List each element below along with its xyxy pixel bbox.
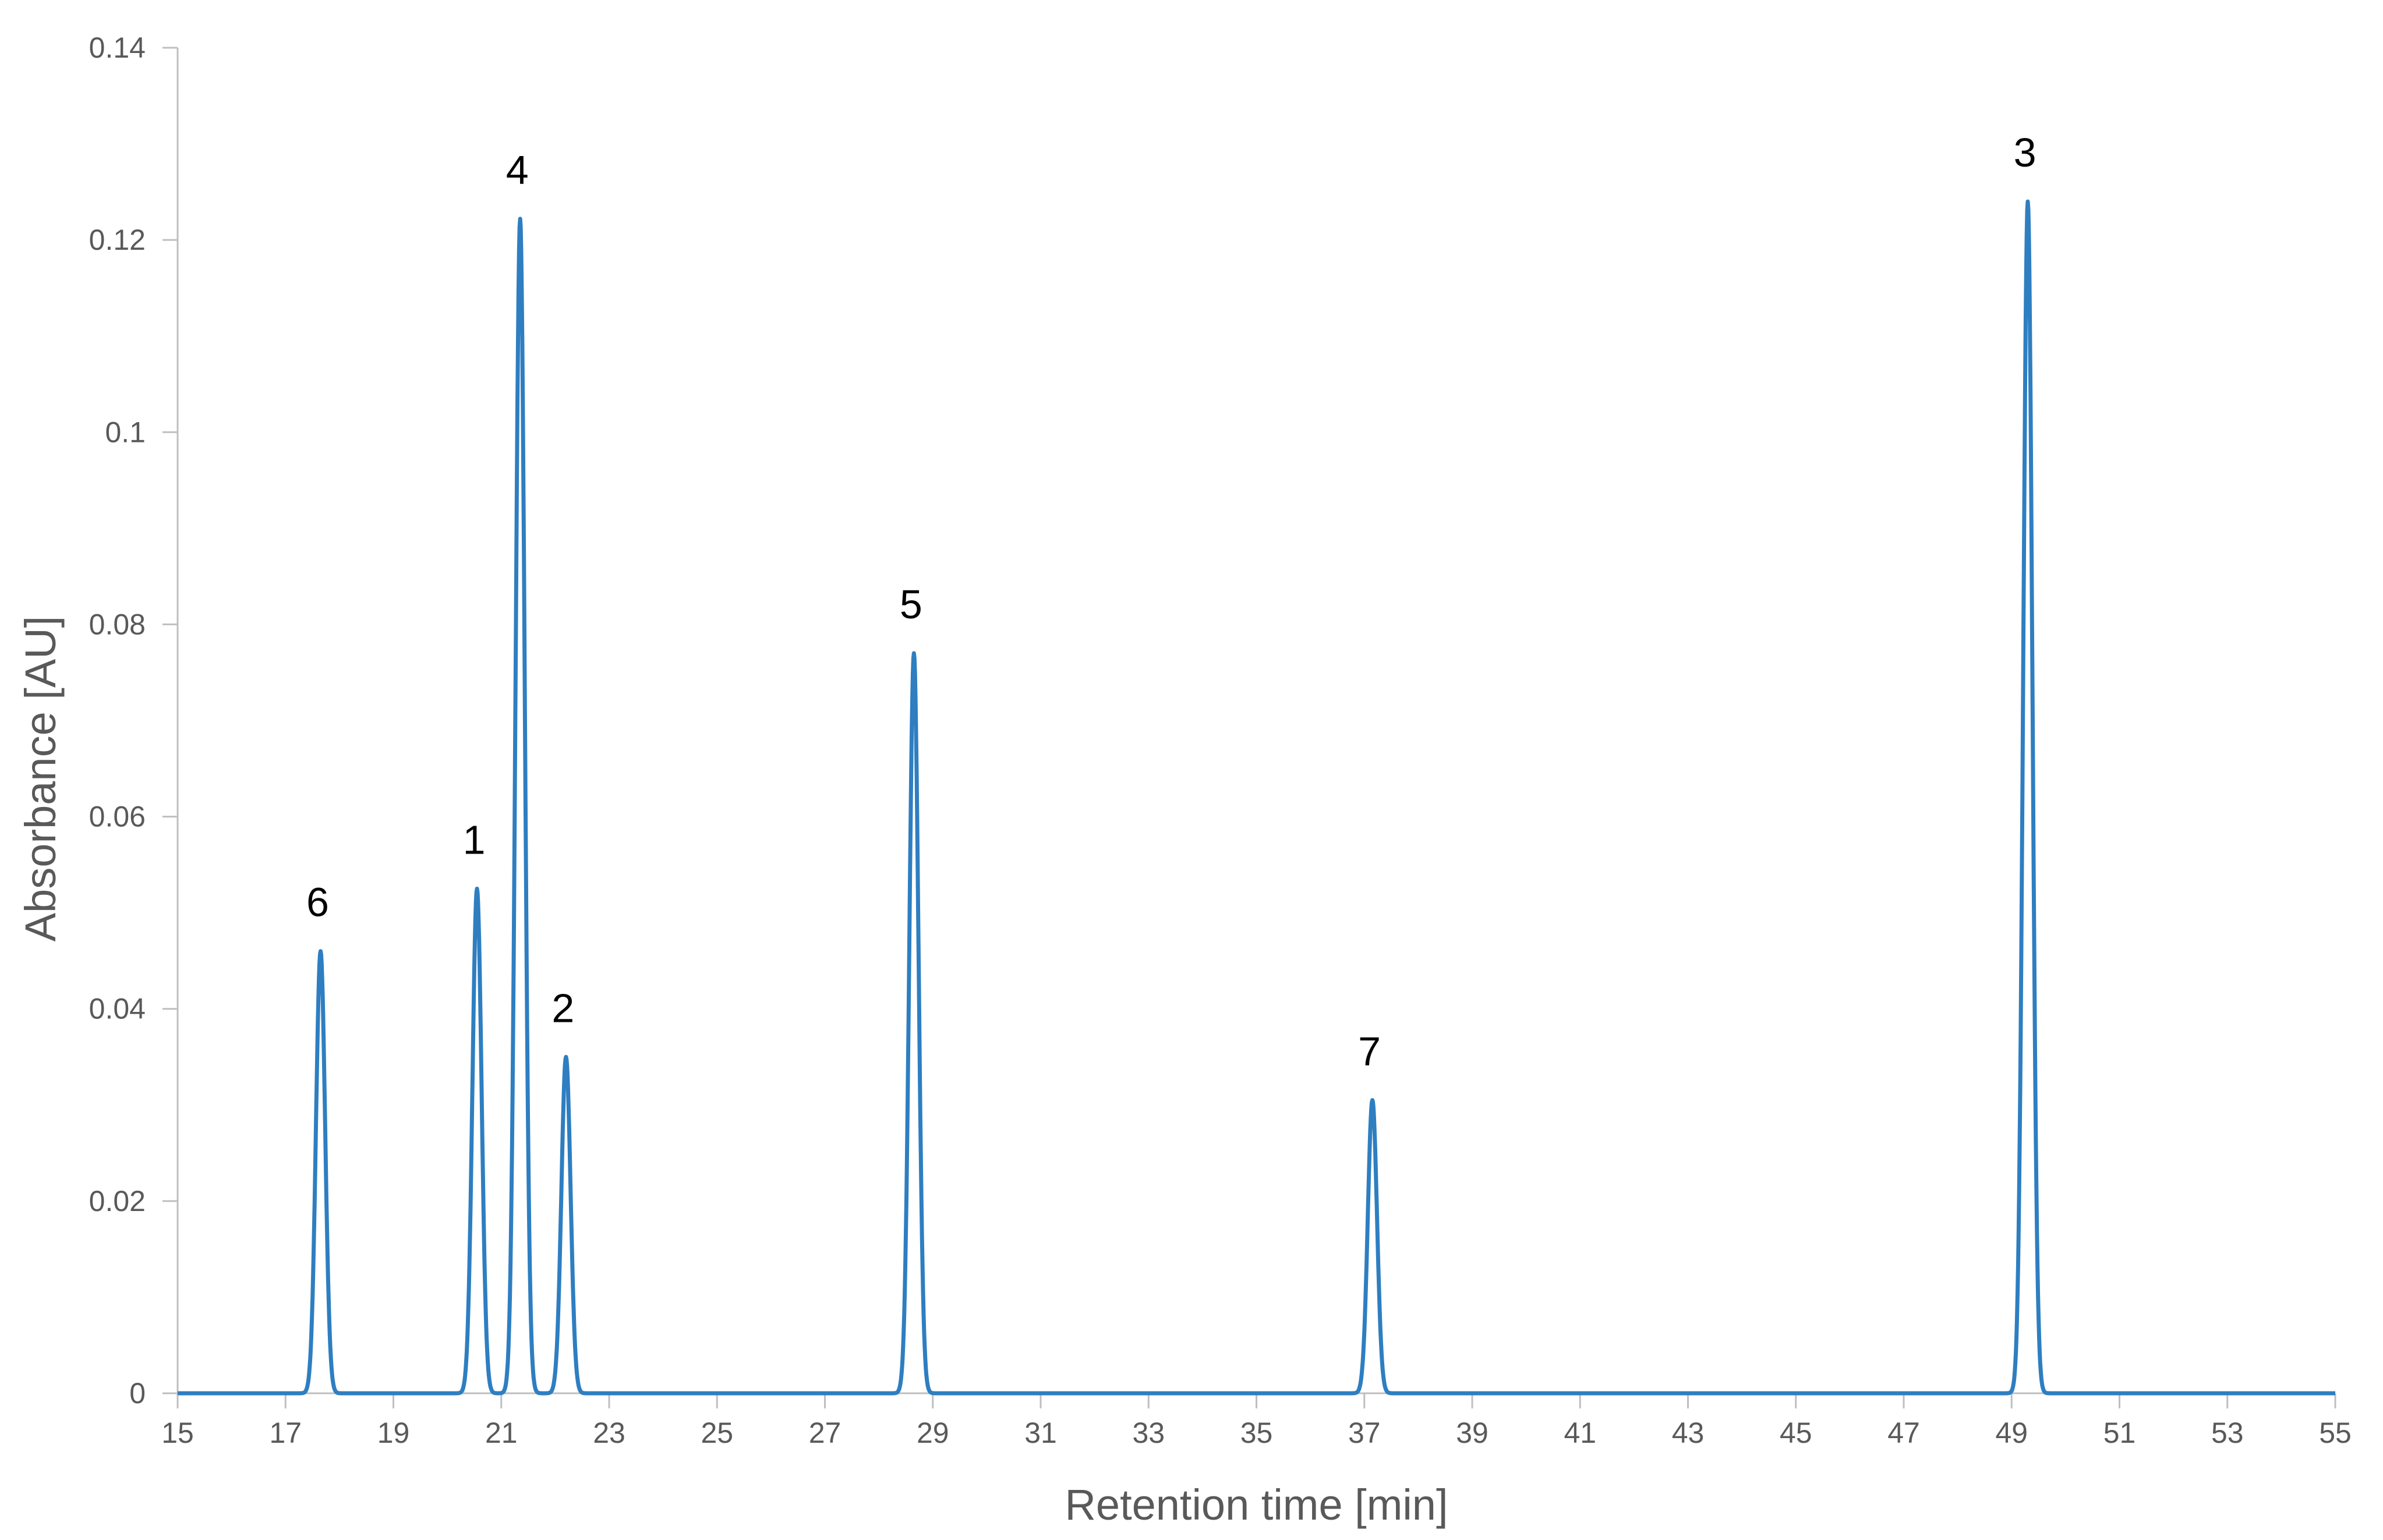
y-tick-label: 0.02	[89, 1185, 146, 1217]
x-tick-label: 51	[2103, 1417, 2136, 1449]
y-axis-title: Absorbance [AU]	[16, 616, 65, 941]
y-tick-label: 0	[129, 1377, 146, 1410]
x-tick-label: 17	[269, 1417, 302, 1449]
y-tick-label: 0.12	[89, 224, 146, 256]
peak-label-6: 6	[306, 880, 329, 925]
x-tick-label: 39	[1456, 1417, 1489, 1449]
y-tick-label: 0.04	[89, 993, 146, 1025]
peak-apex-2	[565, 1056, 567, 1057]
x-tick-label: 33	[1132, 1417, 1165, 1449]
peak-label-5: 5	[900, 582, 922, 627]
series-line	[176, 199, 2337, 1396]
peak-apex-3	[2027, 201, 2028, 202]
series-absorbance	[176, 199, 2337, 1396]
x-tick-label: 53	[2211, 1417, 2244, 1449]
x-tick-label: 19	[377, 1417, 410, 1449]
peak-label-3: 3	[2014, 130, 2036, 175]
x-tick-label: 23	[593, 1417, 625, 1449]
x-tick-label: 21	[485, 1417, 518, 1449]
x-tick-label: 15	[161, 1417, 194, 1449]
x-tick-label: 41	[1564, 1417, 1596, 1449]
peak-label-4: 4	[506, 147, 529, 193]
peak-label-7: 7	[1358, 1029, 1381, 1074]
x-tick-label: 49	[1995, 1417, 2028, 1449]
peak-apex-1	[476, 888, 478, 889]
x-tick-label: 27	[809, 1417, 842, 1449]
y-tick-label: 0.08	[89, 608, 146, 640]
peak-label-2: 2	[551, 985, 574, 1031]
x-axis-title: Retention time [min]	[1065, 1481, 1448, 1529]
y-tick-label: 0.14	[89, 31, 146, 64]
peak-apex-6	[320, 951, 321, 952]
x-tick-label: 35	[1240, 1417, 1273, 1449]
x-tick-label: 37	[1348, 1417, 1381, 1449]
x-tick-label: 25	[701, 1417, 733, 1449]
x-tick-label: 29	[917, 1417, 949, 1449]
peak-apex-7	[1372, 1100, 1373, 1101]
x-tick-label: 45	[1780, 1417, 1812, 1449]
y-tick-label: 0.06	[89, 801, 146, 833]
y-axis: 0 0.02 0.04 0.06 0.08 0.1 0.12 0.14	[89, 31, 179, 1410]
x-tick-label: 55	[2319, 1417, 2352, 1449]
peak-apex-5	[913, 653, 914, 654]
y-tick-label: 0.1	[105, 416, 146, 448]
peak-apex-4	[519, 218, 521, 220]
x-tick-label: 31	[1024, 1417, 1057, 1449]
x-axis: 15 17 19 21 23 25 27 29 31 33 35 37 39 41 43 45 47 49 51 53…	[161, 1392, 2352, 1449]
peak-label-1: 1	[463, 817, 486, 862]
peak-labels: 6 1 4 2 5 7 3	[306, 130, 2036, 1074]
x-tick-label: 43	[1672, 1417, 1705, 1449]
x-tick-label: 47	[1887, 1417, 1920, 1449]
